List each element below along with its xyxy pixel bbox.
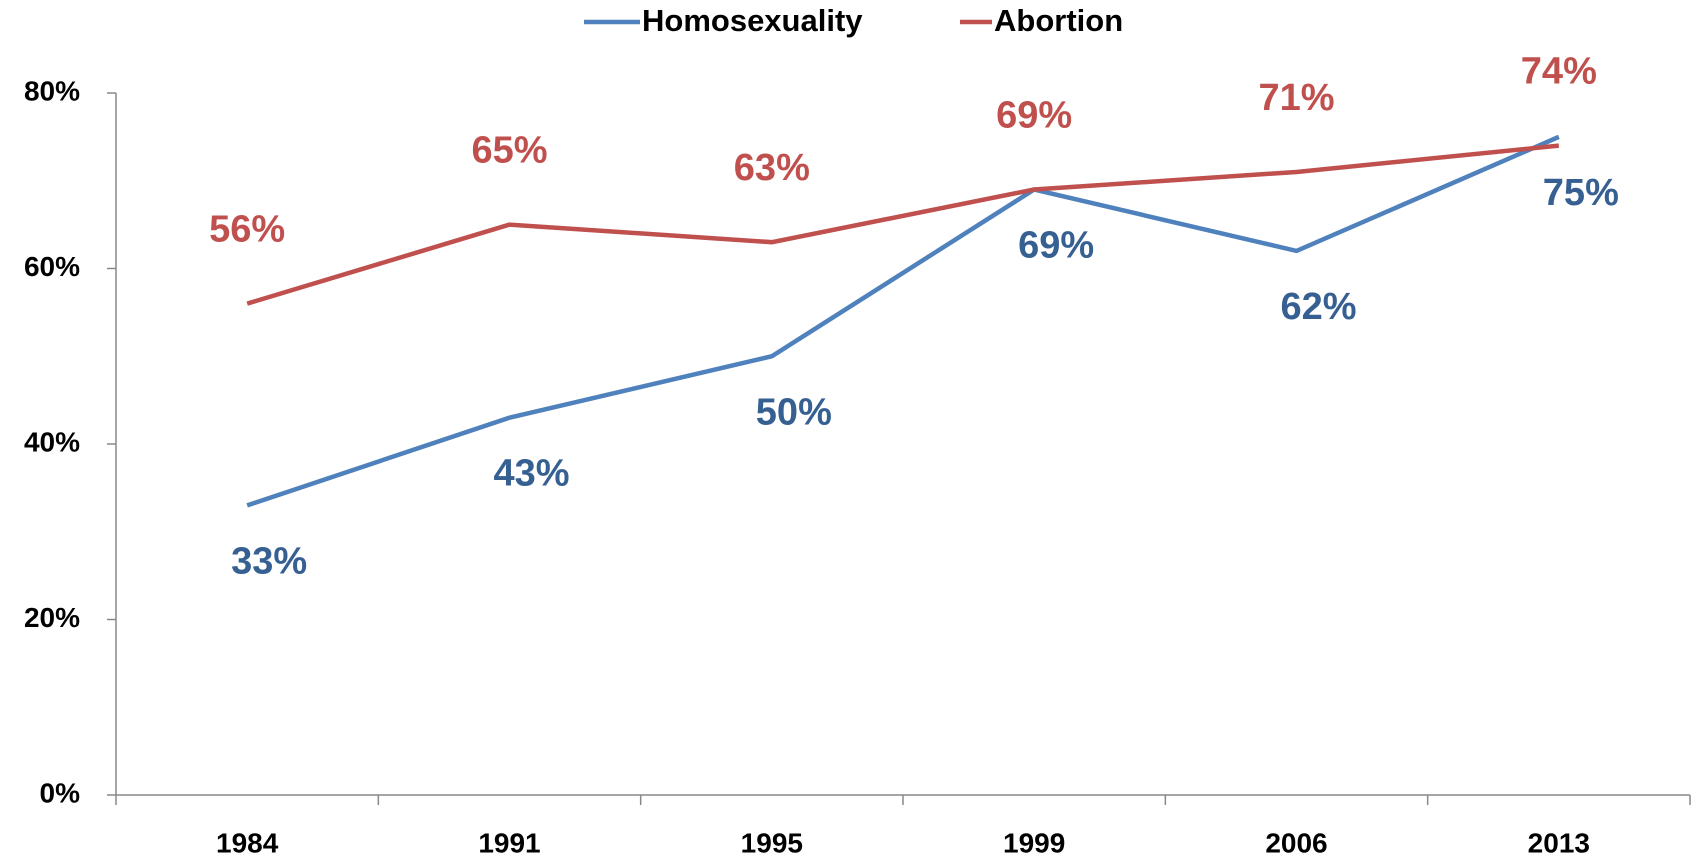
data-label: 75% [1543, 172, 1619, 214]
x-tick-label: 1984 [216, 827, 279, 858]
series-line [246, 143, 1560, 306]
y-tick-label: 60% [24, 251, 80, 282]
data-label: 71% [1258, 77, 1334, 119]
data-label: 33% [231, 540, 307, 582]
x-tick-label: 1991 [478, 827, 540, 858]
data-label: 50% [756, 391, 832, 433]
data-label: 69% [996, 95, 1072, 137]
legend-label: Homosexuality [642, 3, 863, 38]
y-tick-label: 20% [24, 602, 80, 633]
x-tick-label: 2006 [1265, 827, 1327, 858]
data-label: 43% [493, 453, 569, 495]
data-label: 56% [209, 209, 285, 251]
y-tick-label: 40% [24, 426, 80, 457]
x-tick-label: 1999 [1003, 827, 1065, 858]
data-label: 65% [471, 130, 547, 172]
data-label: 74% [1521, 51, 1597, 93]
series-line [246, 134, 1560, 508]
data-label: 63% [734, 147, 810, 189]
data-label: 69% [1018, 225, 1094, 267]
x-tick-label: 1995 [741, 827, 803, 858]
data-label: 62% [1280, 286, 1356, 328]
legend-label: Abortion [994, 3, 1123, 38]
y-tick-label: 0% [40, 777, 81, 808]
x-tick-label: 2013 [1528, 827, 1590, 858]
y-tick-label: 80% [24, 75, 80, 106]
